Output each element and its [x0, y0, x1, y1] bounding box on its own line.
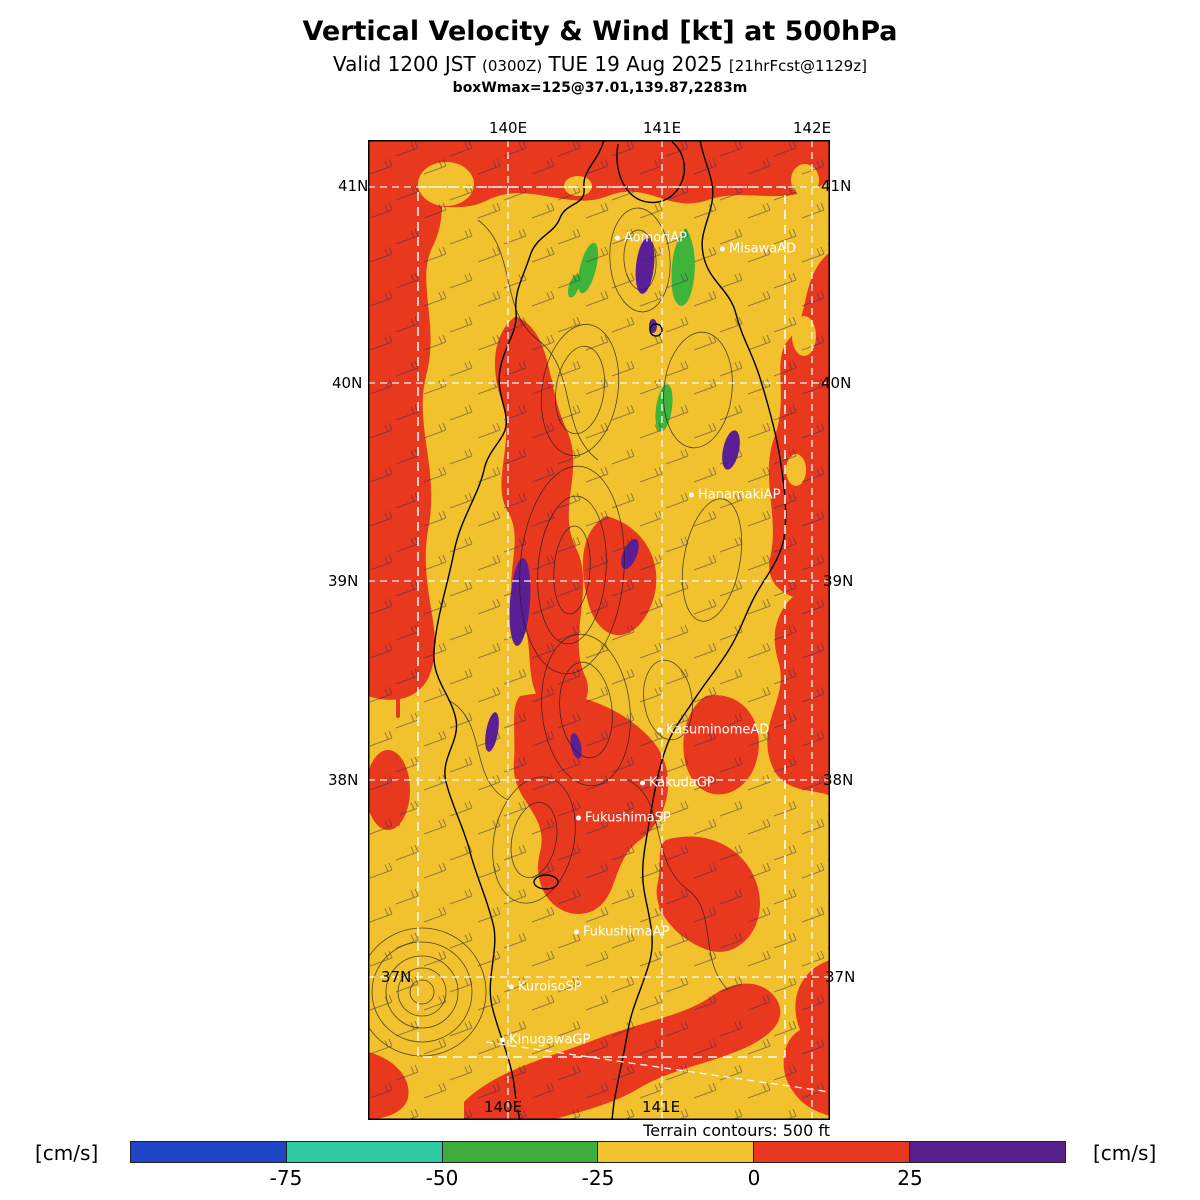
page-title: Vertical Velocity & Wind [kt] at 500hPa: [302, 16, 898, 47]
lat-label-left: 38N: [328, 771, 359, 789]
station-dot-icon: [615, 235, 620, 241]
wmax-note: boxWmax=125@37.01,139.87,2283m: [452, 80, 748, 96]
station-label: MisawaAD: [729, 241, 797, 257]
station-label: FukushimaAP: [583, 924, 670, 940]
lon-label-bottom: 141E: [641, 1098, 681, 1116]
station-marker: KakudaGP: [640, 776, 715, 791]
map-canvas: [368, 140, 830, 1120]
station-label: KinugawaGP: [509, 1032, 591, 1048]
colorbar-tick: 0: [747, 1166, 761, 1190]
station-marker: KasuminomeAD: [657, 723, 769, 738]
lat-label-left: 41N: [338, 177, 369, 195]
station-dot-icon: [640, 780, 645, 786]
lat-label-right: 37N: [825, 968, 856, 986]
lon-label-top: 141E: [642, 119, 682, 137]
station-dot-icon: [509, 984, 514, 990]
station-label: KuroisoSP: [518, 979, 582, 995]
station-marker: KinugawaGP: [500, 1033, 590, 1048]
colorbar-unit-right: [cm/s]: [1093, 1141, 1157, 1165]
lat-label-left: 37N: [381, 968, 412, 986]
map-border: [368, 140, 830, 1120]
wind-barbs-layer: [368, 140, 830, 1120]
station-dot-icon: [689, 492, 694, 498]
station-label: HanamakiAP: [698, 487, 781, 503]
valid-time-date: TUE 19 Aug 2025: [542, 52, 729, 76]
lat-label-left: 40N: [332, 374, 363, 392]
station-label: KasuminomeAD: [666, 722, 770, 738]
colorbar-tick: -50: [425, 1166, 459, 1190]
colorbar: [130, 1141, 1066, 1163]
lon-label-top: 142E: [792, 119, 832, 137]
station-marker: FukushimaAP: [574, 925, 669, 940]
terrain-contour-note: Terrain contours: 500 ft: [643, 1121, 830, 1140]
station-marker: MisawaAD: [720, 242, 796, 257]
colorbar-segment: [441, 1142, 598, 1162]
colorbar-segment: [285, 1142, 442, 1162]
colorbar-segment: [909, 1142, 1065, 1162]
colorbar-tick: 25: [897, 1166, 923, 1190]
map-area: AomoriAP MisawaAD HanamakiAP KasuminomeA…: [368, 140, 830, 1120]
graticule: [368, 140, 830, 1120]
colorbar-segment: [597, 1142, 754, 1162]
forecast-hour-note: [21hrFcst@1129z]: [728, 57, 867, 75]
lon-label-bottom: 140E: [483, 1098, 523, 1116]
lat-label-right: 41N: [821, 177, 852, 195]
colorbar-segment: [753, 1142, 910, 1162]
lat-label-right: 38N: [823, 771, 854, 789]
colorbar-tick: -75: [269, 1166, 303, 1190]
station-dot-icon: [576, 815, 581, 821]
station-label: KakudaGP: [649, 775, 715, 791]
station-dot-icon: [574, 929, 579, 935]
valid-time-main: Valid 1200 JST: [333, 52, 483, 76]
station-marker: KuroisoSP: [509, 980, 582, 995]
lon-label-top: 140E: [488, 119, 528, 137]
station-dot-icon: [500, 1037, 505, 1043]
valid-time-utc: (0300Z): [482, 57, 543, 75]
station-label: AomoriAP: [624, 230, 687, 246]
station-marker: FukushimaSP: [576, 811, 671, 826]
colorbar-segment: [131, 1142, 286, 1162]
header: Vertical Velocity & Wind [kt] at 500hPa …: [0, 16, 1200, 96]
station-label: FukushimaSP: [585, 810, 671, 826]
valid-time-line: Valid 1200 JST (0300Z) TUE 19 Aug 2025 […: [0, 52, 1200, 76]
station-marker: HanamakiAP: [689, 488, 780, 503]
station-dot-icon: [720, 246, 725, 252]
colorbar-tick: -25: [581, 1166, 615, 1190]
lat-label-right: 39N: [823, 572, 854, 590]
colorbar-unit-left: [cm/s]: [35, 1141, 99, 1165]
lat-label-left: 39N: [328, 572, 359, 590]
station-marker: AomoriAP: [615, 231, 687, 246]
edge-marks: [396, 688, 530, 1110]
lat-label-right: 40N: [821, 374, 852, 392]
station-dot-icon: [657, 727, 662, 733]
